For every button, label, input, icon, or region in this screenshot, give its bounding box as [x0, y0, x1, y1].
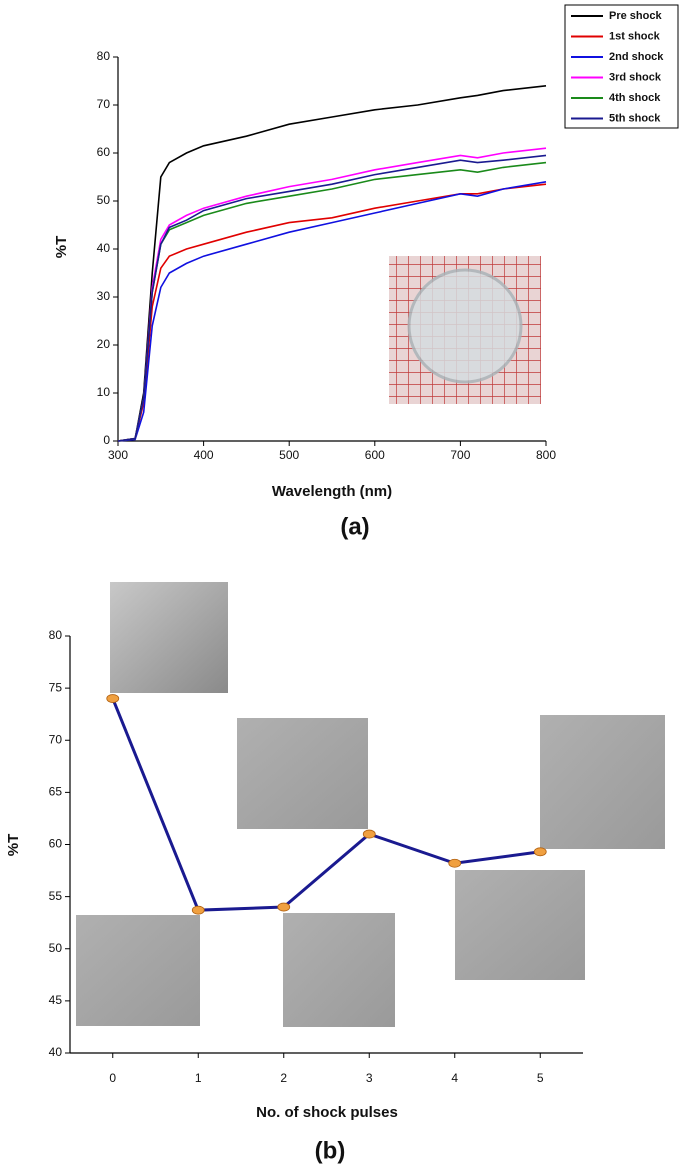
- x-tick-label: 4: [451, 1071, 458, 1085]
- x-tick-label: 800: [536, 448, 556, 462]
- legend-label: 1st shock: [609, 30, 661, 42]
- data-point: [191, 905, 205, 915]
- x-tick-label: 600: [365, 448, 385, 462]
- y-tick-label: 70: [97, 97, 111, 111]
- legend-label: 3rd shock: [609, 71, 662, 83]
- data-line: [117, 181, 547, 442]
- legend-label: 5th shock: [609, 112, 661, 124]
- data-point: [106, 694, 120, 703]
- y-tick-label: 20: [97, 337, 111, 351]
- y-tick-label: 30: [97, 289, 111, 303]
- y-tick-label: 60: [97, 145, 111, 159]
- x-tick-label: 1: [195, 1071, 202, 1085]
- inset-photo: [389, 256, 541, 404]
- y-tick-label: 60: [49, 837, 63, 851]
- x-axis-title: Wavelength (nm): [272, 483, 392, 500]
- legend-box: [564, 4, 679, 129]
- data-point: [277, 902, 291, 912]
- y-tick-label: 50: [49, 941, 63, 955]
- y-axis-title: %T: [53, 236, 70, 259]
- micrographs: [76, 582, 665, 1027]
- y-tick-label: 75: [49, 680, 63, 694]
- x-tick-label: 500: [279, 448, 299, 462]
- x-tick-label: 700: [450, 448, 470, 462]
- data-point: [533, 847, 547, 857]
- x-tick-label: 5: [537, 1071, 544, 1085]
- data-line: [117, 154, 547, 442]
- legend-label: 2nd shock: [609, 51, 664, 63]
- y-axis-title: %T: [5, 834, 22, 857]
- y-tick-label: 40: [97, 241, 111, 255]
- y-tick-label: 65: [49, 785, 63, 799]
- y-tick-label: 45: [49, 993, 63, 1007]
- y-tick-label: 80: [97, 49, 111, 63]
- y-tick-label: 55: [49, 889, 63, 903]
- x-tick-label: 400: [194, 448, 214, 462]
- data-line: [117, 85, 547, 442]
- y-tick-label: 80: [49, 628, 63, 642]
- y-tick-label: 0: [103, 433, 110, 447]
- panel-label: (a): [340, 513, 369, 540]
- x-tick-label: 2: [280, 1071, 287, 1085]
- x-tick-label: 3: [366, 1071, 373, 1085]
- x-tick-label: 300: [108, 448, 128, 462]
- y-tick-label: 10: [97, 385, 111, 399]
- x-tick-label: 0: [109, 1071, 116, 1085]
- y-tick-label: 40: [49, 1045, 63, 1059]
- legend-label: 4th shock: [609, 92, 661, 104]
- panel-label: (b): [315, 1137, 346, 1164]
- data-line: [111, 697, 541, 912]
- y-tick-label: 50: [97, 193, 111, 207]
- data-point: [448, 858, 462, 868]
- legend-label: Pre shock: [609, 10, 662, 22]
- data-point: [362, 829, 376, 839]
- x-axis-title: No. of shock pulses: [256, 1104, 398, 1121]
- y-tick-label: 70: [49, 732, 63, 746]
